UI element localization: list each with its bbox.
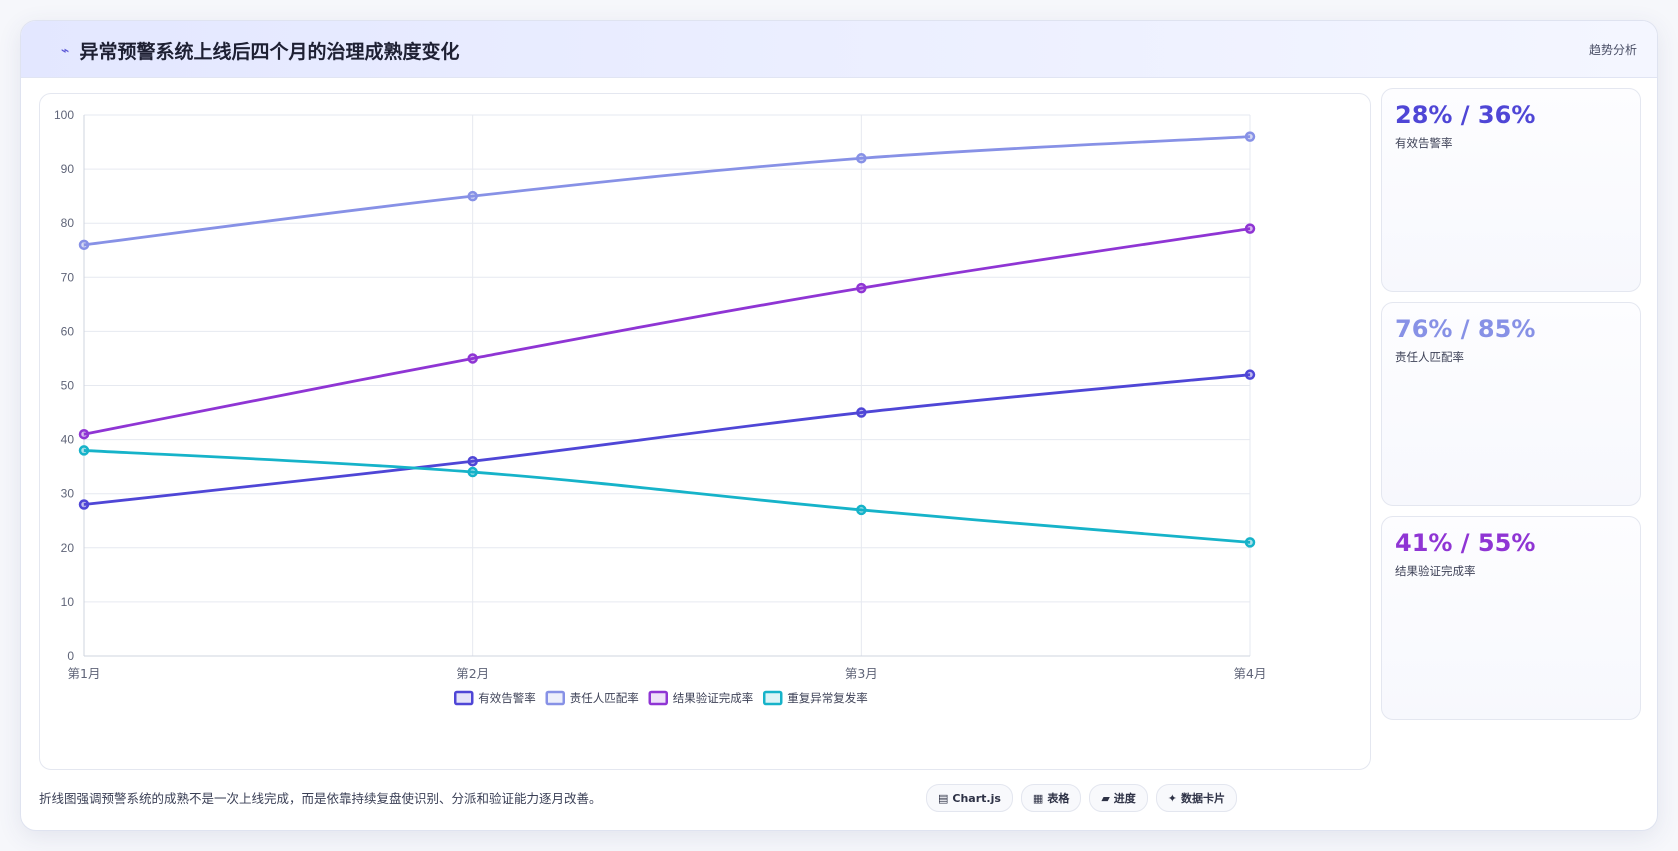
- pill-label: 进度: [1113, 792, 1136, 805]
- data-point: [467, 353, 478, 364]
- y-tick-label: 70: [61, 270, 75, 284]
- chart-panel: 0 10 20 30 40 50 60 70 80 90 100 第1月 第2月 第3月 第4月有效告警率 责…: [39, 93, 1371, 770]
- data-point: [1244, 223, 1256, 234]
- data-point: [1244, 131, 1256, 142]
- title-text: 异常预警系统上线后四个月的治理成熟度变化: [79, 41, 460, 63]
- legend-label: 重复异常复发率: [787, 691, 868, 705]
- category-tag: 趋势分析: [1588, 43, 1637, 57]
- series-line-1: [83, 373, 1251, 506]
- x-tick-label: 第3月: [845, 666, 878, 681]
- progress-icon: ▰: [1101, 791, 1110, 805]
- data-point: [78, 428, 90, 440]
- pill-label: 数据卡片: [1181, 792, 1226, 805]
- card-header: ⌁ 异常预警系统上线后四个月的治理成熟度变化 趋势分析: [21, 21, 1657, 78]
- legend-label: 有效告警率: [478, 691, 536, 705]
- stat-label: 责任人匹配率: [1395, 350, 1464, 364]
- data-point: [467, 190, 478, 202]
- legend-swatch: [545, 690, 565, 706]
- pill-progress[interactable]: ▰ 进度: [1089, 784, 1148, 812]
- data-point: [856, 407, 867, 418]
- chart-icon: ▤: [938, 791, 949, 805]
- data-point: [78, 239, 90, 251]
- series-line-3: [83, 227, 1251, 436]
- data-point: [856, 504, 867, 516]
- pill-label: Chart.js: [952, 791, 1001, 805]
- stat-value: 41% / 55%: [1395, 529, 1536, 557]
- y-tick-label: 0: [67, 649, 74, 663]
- x-tick-label: 第2月: [456, 666, 489, 681]
- stat-card-1: 28% / 36% 有效告警率: [1381, 88, 1641, 292]
- data-point: [78, 499, 90, 510]
- data-point: [1244, 537, 1256, 548]
- x-tick-label: 第1月: [68, 666, 101, 681]
- chart-card: ⌁ 异常预警系统上线后四个月的治理成熟度变化 趋势分析 0 10 20 30 40 50 6…: [20, 20, 1658, 831]
- series-line-4: [83, 449, 1251, 544]
- data-point: [1244, 369, 1256, 380]
- series-line-2: [83, 135, 1251, 247]
- y-tick-label: 100: [54, 108, 74, 122]
- data-point: [467, 466, 478, 478]
- pill-table[interactable]: ▦ 表格: [1020, 784, 1082, 812]
- page-title: ⌁ 异常预警系统上线后四个月的治理成熟度变化: [61, 37, 459, 64]
- pill-chartjs[interactable]: ▤ Chart.js: [926, 784, 1013, 812]
- legend-swatch: [763, 690, 783, 706]
- y-tick-label: 30: [61, 487, 75, 501]
- stat-card-3: 41% / 55% 结果验证完成率: [1381, 516, 1641, 720]
- data-point: [856, 282, 867, 294]
- pill-label: 表格: [1047, 792, 1070, 805]
- stat-label: 结果验证完成率: [1395, 564, 1476, 578]
- legend-swatch: [454, 690, 474, 706]
- pill-data-cards[interactable]: ✦ 数据卡片: [1155, 784, 1238, 812]
- library-pills: ▤ Chart.js ▦ 表格 ▰ 进度 ✦ 数据卡片: [926, 784, 1238, 812]
- chart-caption: 折线图强调预警系统的成熟不是一次上线完成，而是依靠持续复盘使识别、分派和验证能力…: [39, 791, 602, 806]
- x-tick-label: 第4月: [1234, 666, 1267, 681]
- stat-value: 28% / 36%: [1395, 101, 1536, 129]
- legend-label: 责任人匹配率: [570, 691, 639, 705]
- legend-label: 结果验证完成率: [673, 691, 754, 705]
- y-tick-label: 20: [61, 541, 75, 555]
- y-tick-label: 50: [61, 379, 75, 393]
- y-tick-label: 10: [61, 595, 75, 609]
- stat-value: 76% / 85%: [1395, 315, 1536, 343]
- table-icon: ▦: [1032, 791, 1044, 805]
- y-tick-label: 40: [61, 433, 75, 447]
- stat-label: 有效告警率: [1395, 136, 1453, 150]
- data-point: [78, 445, 90, 456]
- data-point: [467, 455, 478, 467]
- data-point: [856, 153, 867, 164]
- trend-icon: ⌁: [61, 42, 70, 59]
- legend-swatch: [648, 690, 668, 706]
- stat-card-2: 76% / 85% 责任人匹配率: [1381, 302, 1641, 506]
- sparkle-icon: ✦: [1167, 791, 1178, 805]
- y-tick-label: 90: [61, 162, 75, 176]
- y-tick-label: 80: [61, 216, 75, 230]
- y-tick-label: 60: [61, 324, 75, 338]
